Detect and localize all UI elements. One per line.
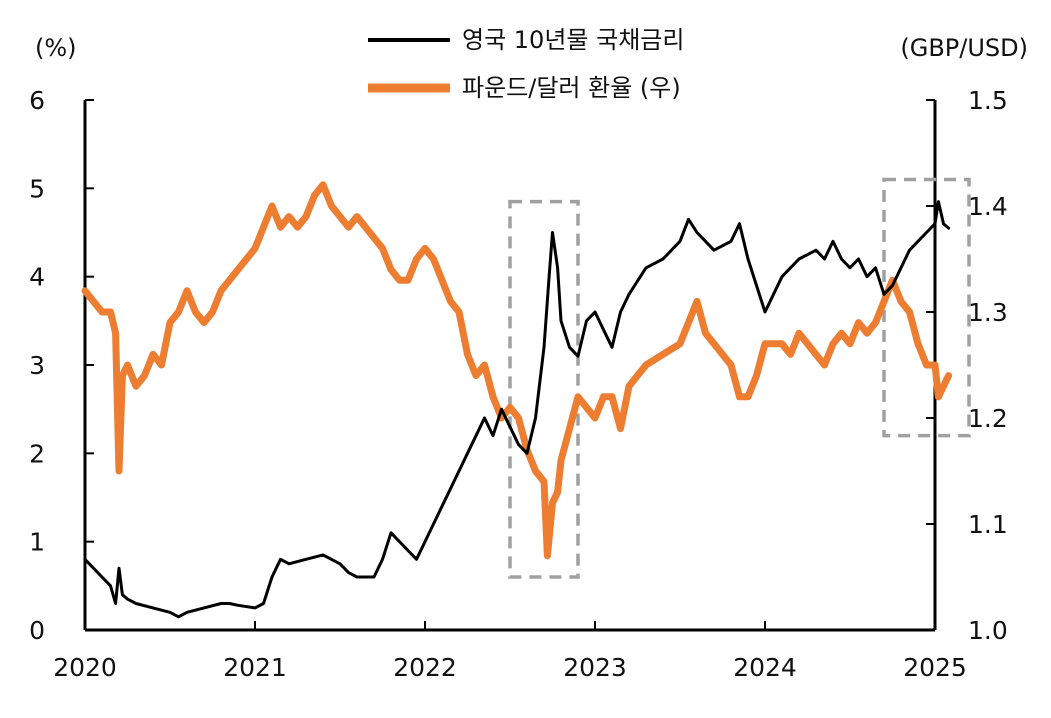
left-tick-label: 2 (29, 439, 45, 468)
highlight-boxes (508, 177, 971, 579)
right-tick-label: 1.2 (968, 404, 1008, 433)
left-tick-label: 6 (29, 86, 45, 115)
right-tick-label: 1.3 (968, 298, 1008, 327)
right-tick-label: 1.5 (968, 86, 1008, 115)
x-tick-label: 2025 (903, 653, 967, 682)
series-line-gbpusd (81, 181, 953, 560)
series-lines (81, 181, 953, 619)
highlight-box (882, 177, 971, 438)
left-tick-label: 4 (29, 263, 45, 292)
x-tick-label: 2023 (563, 653, 627, 682)
right-tick-label: 1.0 (968, 616, 1008, 645)
right-tick-label: 1.4 (968, 192, 1008, 221)
left-tick-label: 5 (29, 174, 45, 203)
legend-label-gbpusd: 파운드/달러 환율 (우) (462, 74, 681, 102)
x-tick-label: 2024 (733, 653, 797, 682)
right-axis-unit: (GBP/USD) (900, 34, 1028, 62)
x-tick-label: 2022 (393, 653, 457, 682)
series-line-gilt-yield (83, 200, 951, 619)
chart-axes: 0 1 2 3 4 5 6 1.0 1.1 1.2 1.3 1.4 1.5 2020 2021 2022 202… (29, 86, 1008, 682)
left-tick-label: 1 (29, 528, 45, 557)
left-tick-label: 0 (29, 616, 45, 645)
legend-label-gilt-yield: 영국 10년물 국채금리 (462, 26, 684, 54)
right-tick-label: 1.1 (968, 510, 1008, 539)
left-axis-unit: (%) (35, 34, 77, 62)
legend: 영국 10년물 국채금리 파운드/달러 환율 (우) (368, 26, 684, 102)
left-tick-label: 3 (29, 351, 45, 380)
x-tick-label: 2021 (223, 653, 287, 682)
x-tick-label: 2020 (53, 653, 117, 682)
